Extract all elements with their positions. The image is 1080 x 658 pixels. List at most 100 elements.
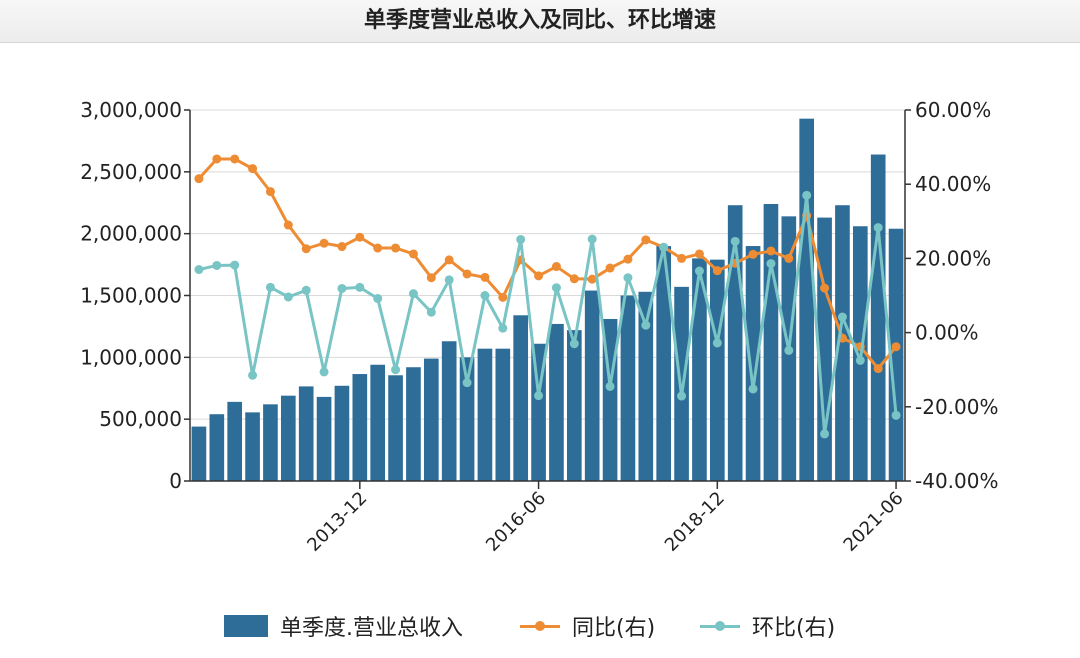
bar xyxy=(584,290,600,481)
bar xyxy=(334,385,350,481)
yoy-point xyxy=(480,272,490,282)
qoq-point xyxy=(248,370,258,380)
yoy-point xyxy=(694,249,704,259)
qoq-point xyxy=(623,273,633,283)
yoy-point xyxy=(230,154,240,164)
bar xyxy=(566,330,582,481)
bar xyxy=(477,348,493,481)
right-tick-label: -20.00% xyxy=(915,395,998,419)
bar xyxy=(370,364,386,481)
yoy-point xyxy=(301,244,311,254)
qoq-point xyxy=(569,339,579,349)
qoq-point xyxy=(855,355,865,365)
yoy-point xyxy=(641,235,651,245)
bar xyxy=(298,386,314,481)
yoy-point xyxy=(194,174,204,184)
title-bar: 单季度营业总收入及同比、环比增速 xyxy=(0,0,1080,43)
qoq-point xyxy=(480,291,490,300)
qoq-point xyxy=(534,391,544,401)
qoq-point xyxy=(444,275,454,285)
qoq-point xyxy=(337,283,347,293)
yoy-point xyxy=(623,254,633,264)
qoq-point xyxy=(194,265,204,275)
qoq-point xyxy=(748,384,758,394)
bar xyxy=(656,246,672,481)
x-tick-label: 2016-06 xyxy=(482,488,550,556)
bar xyxy=(209,414,225,481)
qoq-point xyxy=(265,282,275,292)
qoq-point xyxy=(301,285,311,295)
legend-swatch-yoy xyxy=(520,615,560,637)
right-axis-ticks: 60.00% 40.00% 20.00% 0.00% -20.00% -40.00% xyxy=(905,98,998,493)
yoy-point xyxy=(444,255,454,265)
qoq-point xyxy=(426,307,436,317)
legend: 单季度.营业总收入 同比(右) 环比(右) xyxy=(0,606,1080,646)
bar xyxy=(352,374,368,481)
bar xyxy=(513,315,529,481)
x-tick-label: 2018-12 xyxy=(661,488,729,556)
qoq-point xyxy=(212,260,222,270)
right-tick-label: 0.00% xyxy=(915,321,979,345)
qoq-point xyxy=(659,242,669,252)
yoy-point xyxy=(337,242,347,252)
legend-item-qoq[interactable]: 环比(右) xyxy=(700,606,835,646)
yoy-point xyxy=(391,243,401,253)
yoy-point xyxy=(408,249,418,259)
qoq-series xyxy=(194,190,901,439)
grid-lines xyxy=(190,109,905,482)
yoy-line xyxy=(197,157,898,371)
x-axis-ticks: 2013-12 2016-06 2018-12 2021-06 xyxy=(303,481,908,556)
bar xyxy=(263,404,278,481)
left-tick-label: 0 xyxy=(169,469,182,493)
legend-item-bar[interactable]: 单季度.营业总收入 xyxy=(224,606,463,646)
chart-title: 单季度营业总收入及同比、环比增速 xyxy=(363,8,716,33)
qoq-point xyxy=(605,381,615,391)
yoy-point xyxy=(748,249,758,259)
bar xyxy=(763,203,779,481)
legend-label-qoq: 环比(右) xyxy=(752,616,836,641)
chart-area: 3,000,000 2,500,000 2,000,000 1,500,000 1,00… xyxy=(80,98,998,556)
yoy-point xyxy=(283,220,293,230)
bar xyxy=(459,357,475,481)
legend-label-yoy: 同比(右) xyxy=(572,616,656,641)
yoy-point xyxy=(784,253,794,263)
yoy-point xyxy=(498,292,508,302)
qoq-point xyxy=(516,234,526,244)
qoq-point xyxy=(873,223,883,233)
bar xyxy=(441,341,457,481)
yoy-point xyxy=(766,246,776,256)
yoy-point xyxy=(248,164,258,174)
qoq-point xyxy=(641,320,651,330)
qoq-line xyxy=(198,193,898,436)
yoy-point xyxy=(265,187,275,197)
qoq-point xyxy=(712,338,722,348)
qoq-point xyxy=(820,429,830,439)
left-axis-ticks: 3,000,000 2,500,000 2,000,000 1,500,000 1,00… xyxy=(80,98,190,493)
right-tick-label: 40.00% xyxy=(915,172,991,196)
yoy-point xyxy=(891,342,901,352)
yoy-point xyxy=(605,263,615,273)
qoq-point xyxy=(694,266,704,276)
right-tick-label: -40.00% xyxy=(915,469,998,493)
qoq-point xyxy=(391,365,401,375)
qoq-point xyxy=(408,289,418,299)
bar xyxy=(406,367,421,481)
yoy-point xyxy=(426,273,436,283)
legend-swatch-bar xyxy=(224,615,268,637)
yoy-point xyxy=(534,271,544,281)
bar-series xyxy=(191,118,904,481)
yoy-point xyxy=(569,274,579,284)
qoq-point xyxy=(373,293,383,303)
qoq-point xyxy=(730,236,740,246)
bar xyxy=(227,401,243,481)
yoy-point xyxy=(712,266,722,276)
bar xyxy=(638,291,654,481)
yoy-point xyxy=(319,238,329,248)
qoq-point xyxy=(837,312,847,322)
qoq-point xyxy=(355,282,365,292)
legend-item-yoy[interactable]: 同比(右) xyxy=(520,606,655,646)
qoq-point xyxy=(319,367,329,377)
yoy-point xyxy=(587,274,597,284)
right-tick-label: 20.00% xyxy=(915,246,991,270)
qoq-point xyxy=(766,259,776,269)
